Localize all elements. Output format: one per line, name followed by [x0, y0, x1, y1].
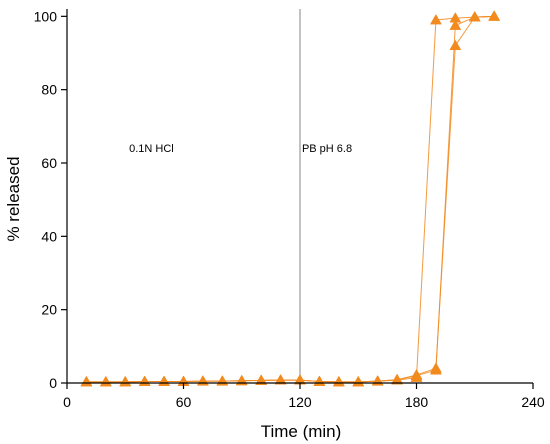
x-tick-label: 0 — [63, 394, 71, 410]
data-point — [449, 19, 462, 30]
y-tick-label: 20 — [41, 302, 57, 318]
y-tick-label: 100 — [34, 8, 58, 24]
data-point — [429, 362, 442, 373]
data-point — [352, 375, 365, 387]
data-point — [158, 375, 171, 386]
series-line — [86, 15, 495, 383]
plot-area: 0.1N HCl PB pH 6.8 — [80, 9, 501, 387]
data-point — [216, 375, 229, 386]
data-point — [99, 375, 112, 387]
x-tick-label: 120 — [288, 394, 312, 410]
y-tick-label: 0 — [49, 375, 57, 391]
axes: 0 60 120 180 240 0 20 40 60 80 100 — [34, 8, 545, 410]
data-point — [429, 13, 442, 25]
data-point — [274, 374, 287, 385]
y-axis-title: % released — [4, 156, 23, 241]
data-point — [119, 375, 132, 387]
y-tick-label: 40 — [41, 228, 57, 244]
data-point — [332, 375, 345, 387]
data-point — [80, 375, 93, 387]
x-tick-label: 180 — [405, 394, 429, 410]
series-line — [86, 15, 495, 383]
data-point — [196, 375, 209, 386]
y-tick-label: 80 — [41, 82, 57, 98]
x-tick-label: 60 — [176, 394, 192, 410]
x-tick-label: 240 — [521, 394, 545, 410]
data-point — [391, 373, 404, 385]
x-axis-title: Time (min) — [261, 422, 342, 441]
data-point — [468, 11, 481, 22]
data-point — [138, 375, 151, 386]
data-point — [488, 10, 501, 21]
phase-annotation: 0.1N HCl — [129, 143, 174, 155]
data-point — [410, 368, 423, 380]
y-tick-label: 60 — [41, 155, 57, 171]
data-point — [255, 374, 268, 385]
data-point — [449, 39, 462, 51]
phase-annotation: PB pH 6.8 — [302, 143, 352, 155]
